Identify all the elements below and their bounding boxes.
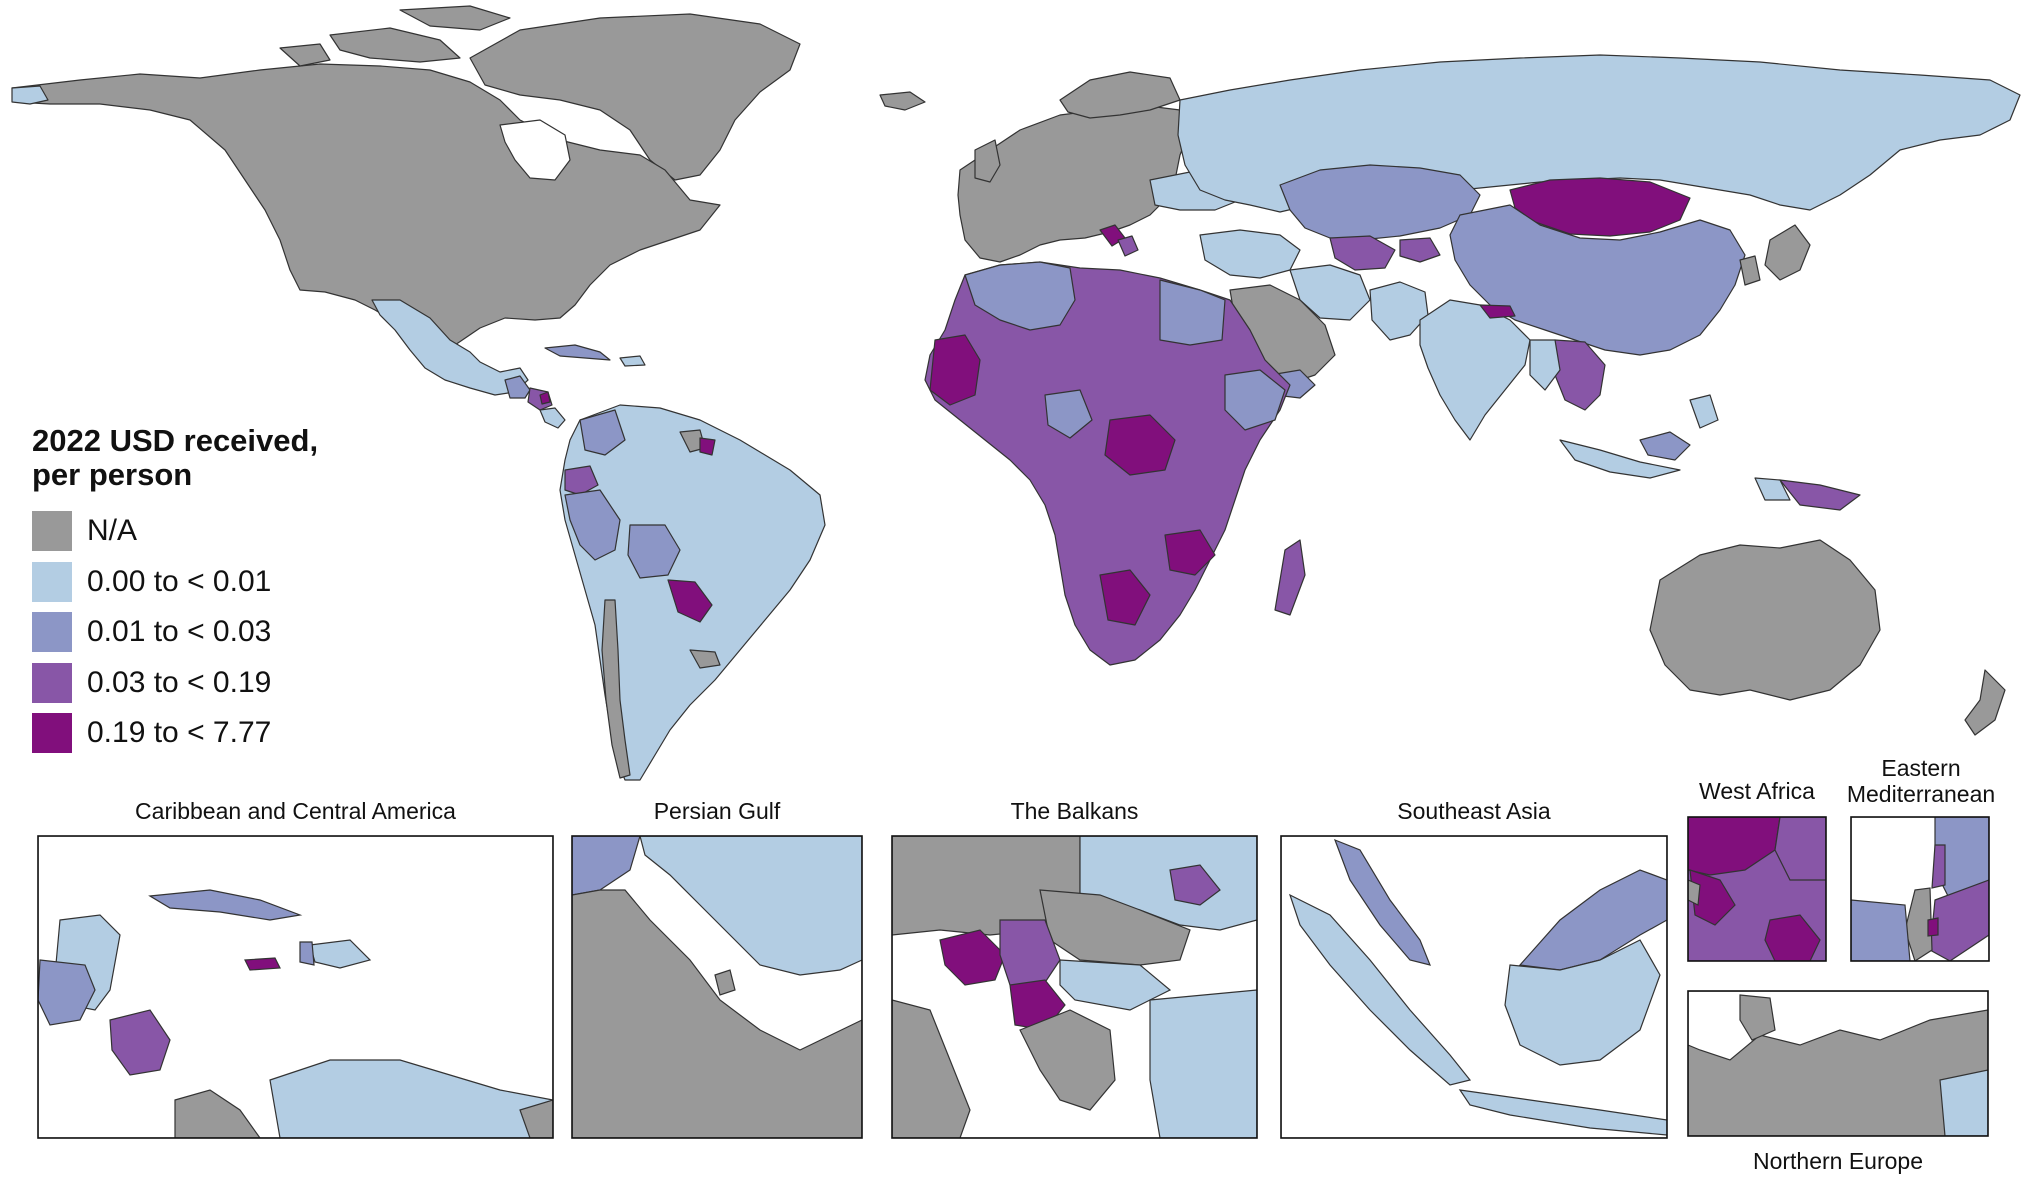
legend-label: 0.19 to < 7.77 [87,716,272,750]
region-australia [1649,539,1881,701]
legend-swatch [32,612,72,653]
legend-item: 0.01 to < 0.03 [32,607,362,658]
inset-title-persian-gulf: Persian Gulf [653,798,781,824]
legend-item: 0.19 to < 7.77 [32,708,362,759]
legend-swatch [32,511,72,552]
region-greenland [469,13,801,181]
map-legend: 2022 USD received, per person N/A 0.00 to… [32,424,362,759]
region-india [1419,299,1531,441]
inset-title-southeast-asia: Southeast Asia [1397,798,1551,824]
legend-label: 0.00 to < 0.01 [87,564,272,598]
legend-swatch [32,713,72,754]
legend-swatch [32,662,72,703]
legend-item: N/A [32,506,362,557]
legend-item: 0.03 to < 0.19 [32,658,362,709]
legend-swatch [32,561,72,602]
inset-caribbean [38,836,553,1138]
inset-persian-gulf [572,836,862,1138]
legend-item: 0.00 to < 0.01 [32,557,362,608]
inset-title-northern-europe: Northern Europe [1752,1148,1924,1174]
inset-title-west-africa: West Africa [1699,778,1815,804]
region-kazakhstan [1279,164,1481,241]
legend-label: 0.03 to < 0.19 [87,665,272,699]
inset-title-eastern-med: Eastern Mediterranean [1846,755,1996,807]
main-map [11,5,2021,781]
inset-west-africa [1688,817,1826,961]
inset-title-caribbean: Caribbean and Central America [135,798,456,824]
inset-balkans [892,836,1257,1138]
inset-northern-europe [1688,991,1988,1136]
legend-title: 2022 USD received, per person [32,423,319,492]
legend-label: N/A [87,514,138,548]
region-china [1449,204,1746,356]
inset-southeast-asia [1281,836,1667,1138]
inset-eastern-med [1851,817,1989,961]
legend-label: 0.01 to < 0.03 [87,615,272,649]
inset-title-balkans: The Balkans [1010,798,1139,824]
